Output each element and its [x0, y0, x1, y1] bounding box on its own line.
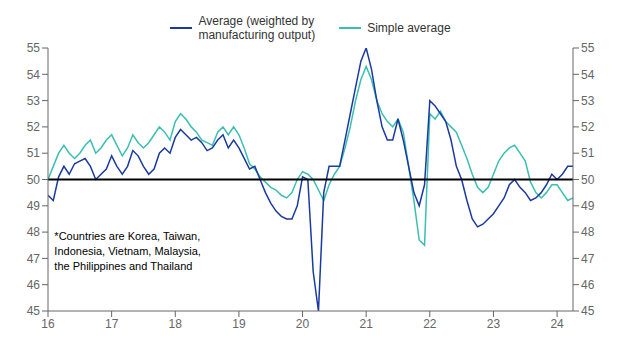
svg-text:45: 45 [581, 304, 595, 318]
svg-text:50: 50 [27, 173, 41, 187]
svg-text:20: 20 [296, 317, 310, 331]
svg-text:52: 52 [581, 120, 595, 134]
svg-text:45: 45 [27, 304, 41, 318]
svg-text:22: 22 [423, 317, 437, 331]
svg-text:48: 48 [581, 225, 595, 239]
svg-text:52: 52 [27, 120, 41, 134]
svg-text:24: 24 [550, 317, 564, 331]
svg-text:53: 53 [27, 94, 41, 108]
svg-text:19: 19 [232, 317, 246, 331]
svg-text:16: 16 [41, 317, 55, 331]
svg-text:21: 21 [360, 317, 374, 331]
svg-text:51: 51 [27, 146, 41, 160]
svg-text:*Countries are Korea, Taiwan,I: *Countries are Korea, Taiwan,Indonesia, … [54, 230, 201, 272]
svg-text:47: 47 [581, 252, 595, 266]
html-text:manufacturing output): manufacturing output) [198, 28, 316, 42]
html-text:Simple average: Simple average [367, 21, 451, 35]
svg-text:23: 23 [487, 317, 501, 331]
svg-text:49: 49 [581, 199, 595, 213]
svg-text:54: 54 [27, 68, 41, 82]
svg-text:53: 53 [581, 94, 595, 108]
svg-text:51: 51 [581, 146, 595, 160]
svg-text:55: 55 [27, 41, 41, 55]
svg-text:50: 50 [581, 173, 595, 187]
html-text:Average (weighted by: Average (weighted by [198, 14, 315, 28]
svg-text:49: 49 [27, 199, 41, 213]
svg-text:48: 48 [27, 225, 41, 239]
svg-text:46: 46 [27, 278, 41, 292]
svg-text:18: 18 [169, 317, 183, 331]
svg-text:47: 47 [27, 252, 41, 266]
svg-text:54: 54 [581, 68, 595, 82]
svg-text:46: 46 [581, 278, 595, 292]
svg-text:17: 17 [105, 317, 119, 331]
svg-text:55: 55 [581, 41, 595, 55]
